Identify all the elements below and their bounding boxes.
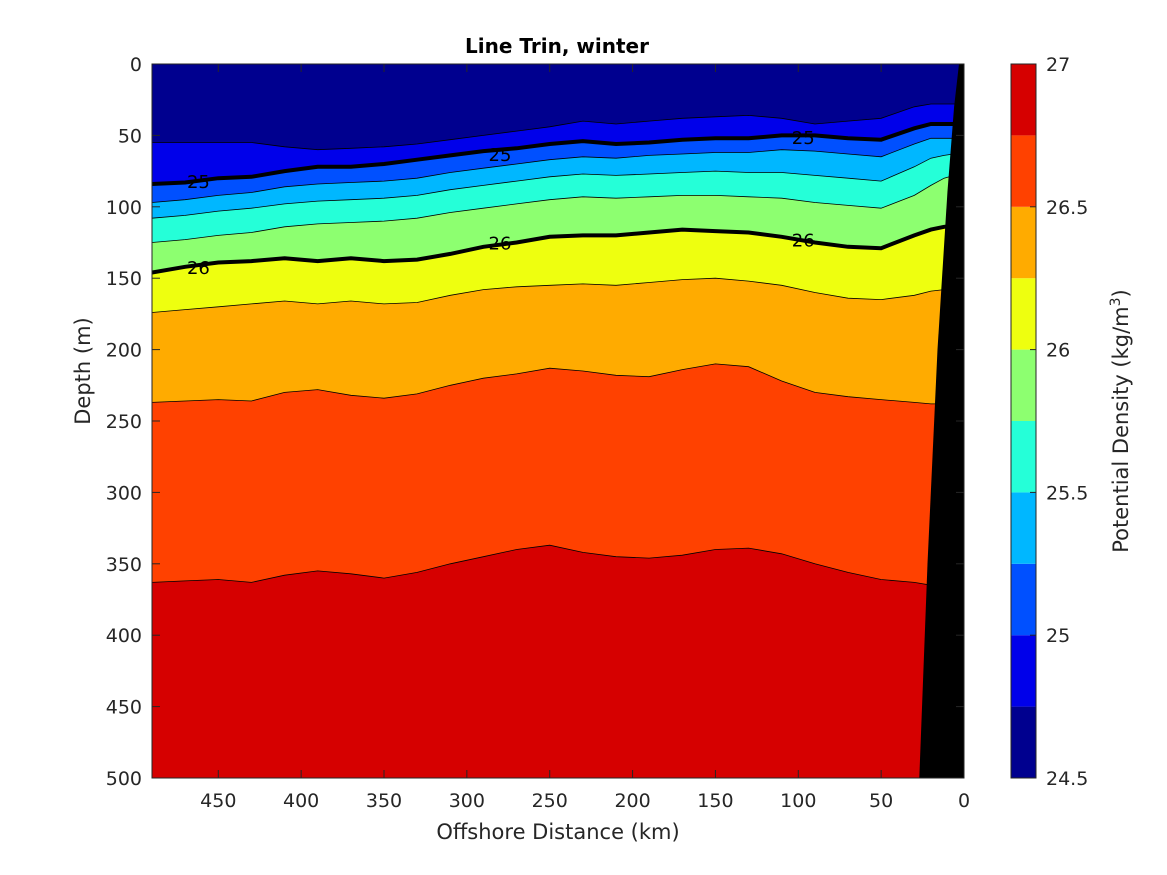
contour-label: 25 <box>489 145 512 166</box>
x-axis-label: Offshore Distance (km) <box>436 820 679 844</box>
plot-area: 25 25 25 26 26 26 <box>152 64 964 778</box>
y-tick-label: 100 <box>106 197 142 219</box>
density-band <box>152 363 964 586</box>
seafloor-shape <box>919 64 964 778</box>
colorbar-swatch <box>1011 563 1036 636</box>
colorbar-swatch <box>1011 349 1036 421</box>
isopycnal-line <box>152 137 964 203</box>
y-axis-label: Depth (m) <box>71 317 95 424</box>
colorbar-label: Potential Density (kg/m3) <box>1108 289 1133 553</box>
colorbar-swatch <box>1011 278 1036 350</box>
colorbar-tick-label: 26 <box>1046 340 1070 362</box>
x-tick-label: 350 <box>366 790 402 812</box>
colorbar-tick-label: 27 <box>1046 54 1070 76</box>
contour-label: 25 <box>187 172 210 193</box>
density-band <box>152 545 964 778</box>
y-axis: 0 50 100 150 200 250 300 350 400 450 500 <box>106 54 964 790</box>
colorbar-tick-label: 25 <box>1046 625 1070 647</box>
contour-label: 25 <box>792 128 815 149</box>
y-tick-label: 300 <box>106 482 142 504</box>
isopycnal-line <box>152 277 964 313</box>
density-band <box>152 278 964 404</box>
chart-title: Line Trin, winter <box>465 34 649 58</box>
density-band <box>152 104 964 184</box>
contour-labels: 25 25 25 26 26 26 <box>187 128 815 279</box>
colorbar-label-prefix: Potential Density (kg/m <box>1109 306 1133 552</box>
x-tick-label: 450 <box>200 790 236 812</box>
isopycnal-line <box>152 152 964 219</box>
colorbar-tick-label: 26.5 <box>1046 197 1088 219</box>
y-tick-label: 0 <box>130 54 142 76</box>
colorbar-label-suffix: ) <box>1109 289 1133 297</box>
x-tick-label: 200 <box>614 790 650 812</box>
colorbar-label-sup: 3 <box>1108 297 1124 306</box>
x-tick-label: 50 <box>869 790 893 812</box>
isopycnal-line <box>152 103 964 151</box>
colorbar-tick-label: 24.5 <box>1046 768 1088 790</box>
x-tick-label: 0 <box>958 790 970 812</box>
density-band <box>152 64 964 150</box>
colorbar-swatch <box>1011 635 1036 707</box>
y-tick-label: 500 <box>106 768 142 790</box>
x-tick-label: 150 <box>697 790 733 812</box>
isopycnal-line <box>152 122 964 186</box>
isopycnal-lines <box>152 103 964 586</box>
y-tick-label: 150 <box>106 268 142 290</box>
density-band <box>152 152 964 243</box>
y-tick-label: 50 <box>118 125 142 147</box>
isopycnal-line <box>152 363 964 405</box>
contour-label: 26 <box>489 234 512 255</box>
colorbar-tick-label: 25.5 <box>1046 482 1088 504</box>
density-band <box>152 124 964 203</box>
density-band <box>152 225 964 313</box>
colorbar: 24.5 25 25.5 26 26.5 27 <box>1010 54 1088 790</box>
colorbar-swatch <box>1011 206 1036 279</box>
y-tick-label: 250 <box>106 411 142 433</box>
colorbar-swatch <box>1011 492 1036 564</box>
y-tick-label: 400 <box>106 625 142 647</box>
isopycnal-line <box>152 172 964 243</box>
y-tick-label: 450 <box>106 697 142 719</box>
contour-label: 26 <box>187 258 210 279</box>
colorbar-swatch <box>1011 64 1036 136</box>
contour-label: 26 <box>792 231 815 252</box>
seafloor <box>919 64 964 778</box>
colorbar-swatch <box>1011 135 1036 207</box>
y-tick-label: 350 <box>106 554 142 576</box>
colorbar-frame <box>1010 63 1037 779</box>
x-tick-label: 300 <box>449 790 485 812</box>
isopycnal-line <box>152 544 964 586</box>
x-tick-label: 400 <box>283 790 319 812</box>
x-axis: 450 400 350 300 250 200 150 100 50 0 <box>200 64 970 812</box>
isopycnal-line <box>152 223 964 275</box>
x-tick-label: 100 <box>780 790 816 812</box>
colorbar-swatch <box>1011 421 1036 493</box>
y-tick-label: 200 <box>106 340 142 362</box>
colorbar-swatch <box>1011 706 1036 778</box>
x-tick-label: 250 <box>532 790 568 812</box>
density-band <box>152 138 964 219</box>
